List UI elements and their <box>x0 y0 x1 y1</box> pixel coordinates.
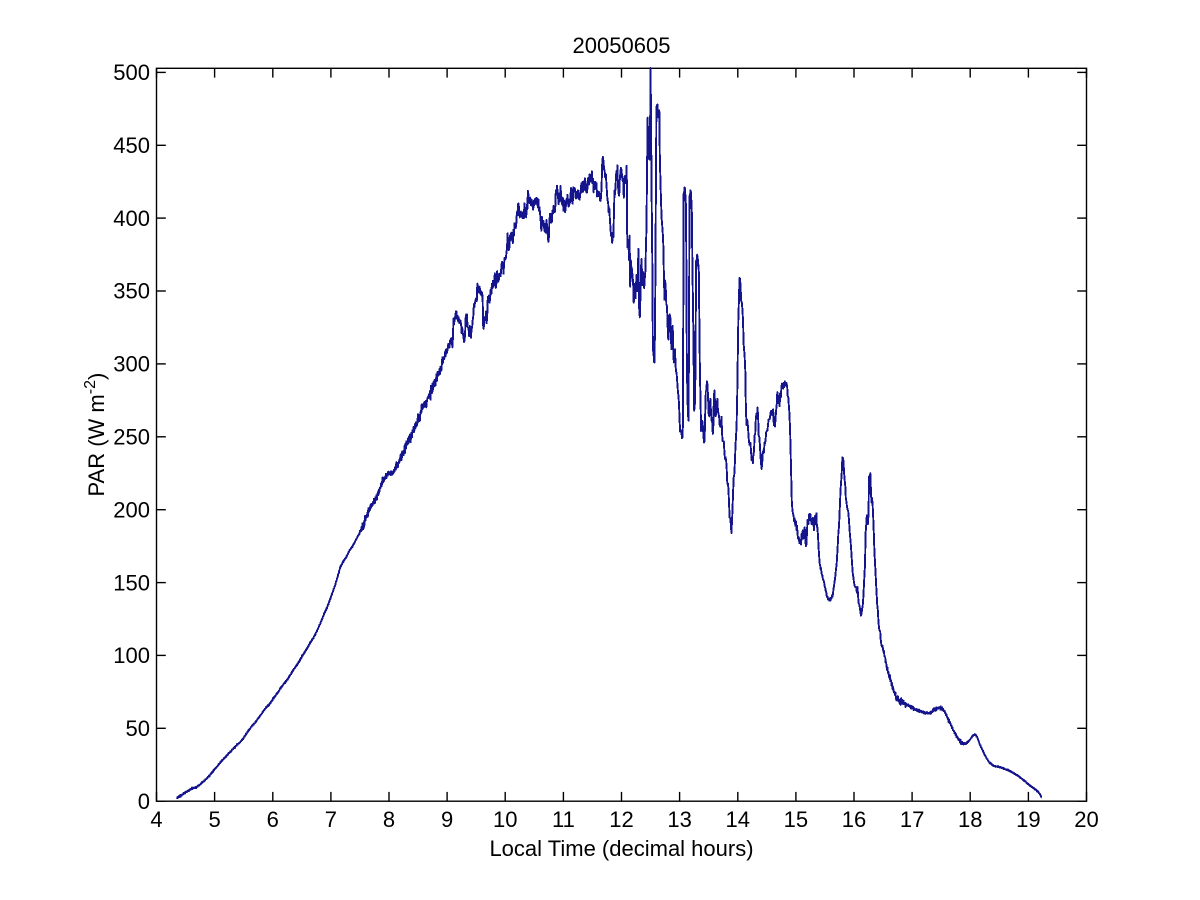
svg-text:13: 13 <box>667 807 691 832</box>
svg-text:50: 50 <box>126 716 150 741</box>
svg-text:400: 400 <box>113 206 150 231</box>
svg-text:7: 7 <box>325 807 337 832</box>
svg-text:350: 350 <box>113 279 150 304</box>
svg-text:16: 16 <box>842 807 866 832</box>
svg-text:14: 14 <box>726 807 750 832</box>
svg-text:19: 19 <box>1016 807 1040 832</box>
svg-text:10: 10 <box>493 807 517 832</box>
svg-text:250: 250 <box>113 425 150 450</box>
svg-text:8: 8 <box>383 807 395 832</box>
svg-text:11: 11 <box>552 807 575 832</box>
svg-text:17: 17 <box>900 807 924 832</box>
svg-text:18: 18 <box>958 807 982 832</box>
svg-text:100: 100 <box>113 643 150 668</box>
svg-text:450: 450 <box>113 133 150 158</box>
svg-text:0: 0 <box>138 789 150 814</box>
svg-text:12: 12 <box>609 807 633 832</box>
svg-text:200: 200 <box>113 497 150 522</box>
svg-text:6: 6 <box>267 807 279 832</box>
svg-text:5: 5 <box>208 807 220 832</box>
svg-text:20050605: 20050605 <box>573 33 671 58</box>
svg-text:300: 300 <box>113 352 150 377</box>
svg-text:15: 15 <box>784 807 808 832</box>
svg-text:Local Time (decimal hours): Local Time (decimal hours) <box>489 836 753 861</box>
svg-text:9: 9 <box>441 807 453 832</box>
svg-text:20: 20 <box>1074 807 1098 832</box>
svg-text:4: 4 <box>150 807 162 832</box>
svg-text:500: 500 <box>113 60 150 85</box>
svg-text:150: 150 <box>113 570 150 595</box>
